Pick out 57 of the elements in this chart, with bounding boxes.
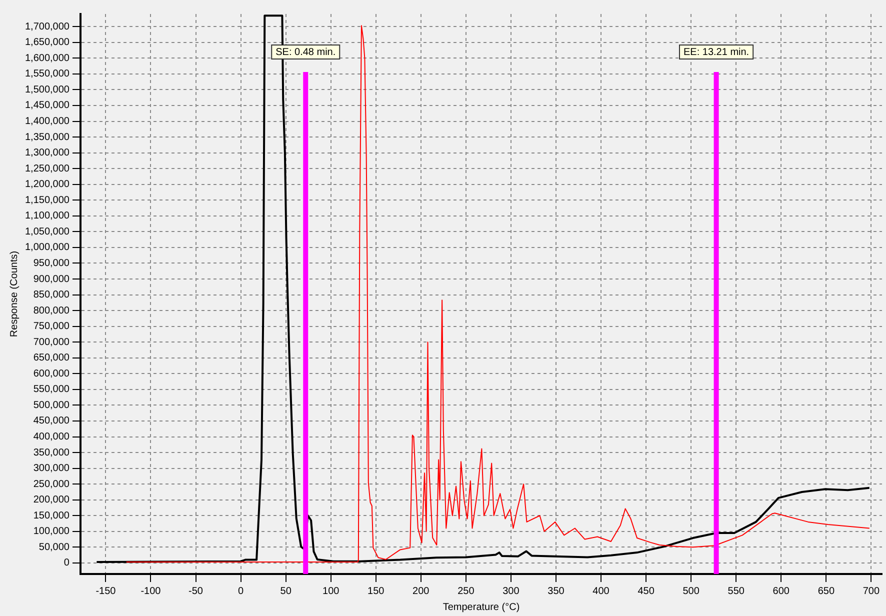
x-tick-label: 550 [728,586,745,597]
y-tick-label: 1,650,000 [24,37,70,48]
y-tick-label: 150,000 [33,510,70,522]
y-tick-label: 750,000 [33,321,70,332]
x-tick-label: 400 [592,586,610,597]
y-axis-title: Response (Counts) [8,250,20,338]
y-tick-label: 400,000 [33,432,70,443]
x-tick-label: 500 [682,586,700,597]
y-tick-label: 1,050,000 [24,226,70,238]
x-tick-label: 250 [458,586,475,597]
y-tick-label: 1,100,000 [24,210,70,222]
y-tick-label: 100,000 [33,526,70,538]
y-tick-label: 1,700,000 [24,21,70,32]
y-tick-label: 1,550,000 [24,68,70,80]
y-tick-label: 250,000 [33,478,70,490]
y-tick-label: 1,250,000 [24,163,70,174]
y-tick-label: 950,000 [33,258,70,269]
x-tick-label: -50 [188,586,204,597]
y-tick-label: 1,000,000 [24,242,70,254]
x-tick-label: 600 [772,586,790,597]
y-tick-label: 600,000 [33,368,70,380]
y-tick-label: 900,000 [33,274,70,285]
x-tick-label: 150 [368,586,385,597]
x-tick-label: 650 [818,586,835,597]
x-tick-label: 100 [322,586,340,597]
x-tick-label: 0 [238,586,244,597]
y-tick-label: 1,200,000 [24,179,70,190]
y-tick-label: 50,000 [38,542,70,553]
annotation: SE: 0.48 min. [276,46,336,58]
y-tick-label: 1,150,000 [24,194,70,206]
x-tick-label: 200 [412,586,430,597]
y-tick-label: 1,500,000 [24,84,70,96]
y-tick-label: 550,000 [33,384,70,396]
y-tick-label: 850,000 [33,290,70,301]
x-tick-label: 700 [862,586,880,597]
y-tick-label: 1,400,000 [24,116,70,128]
y-tick-label: 200,000 [33,494,70,506]
x-tick-label: 350 [548,586,565,597]
y-tick-label: 1,450,000 [24,100,70,112]
y-tick-label: 1,300,000 [24,148,70,159]
x-tick-label: 450 [638,586,655,597]
x-tick-label: 300 [502,586,520,597]
x-axis-title: Temperature (°C) [442,602,520,613]
annotation: EE: 13.21 min. [683,46,750,58]
y-tick-label: 450,000 [33,416,70,427]
y-tick-label: 500,000 [33,400,70,411]
y-tick-label: 650,000 [33,352,70,364]
y-tick-label: 1,350,000 [24,132,70,143]
x-tick-label: 50 [280,586,292,597]
y-tick-label: 700,000 [33,336,70,348]
y-tick-label: 1,600,000 [24,52,70,64]
x-tick-label: -100 [140,586,162,597]
y-tick-label: 300,000 [33,463,70,474]
x-tick-label: -150 [96,586,116,597]
y-tick-label: 350,000 [33,447,70,458]
y-tick-label: 800,000 [33,305,70,316]
y-tick-label: 0 [64,558,70,569]
